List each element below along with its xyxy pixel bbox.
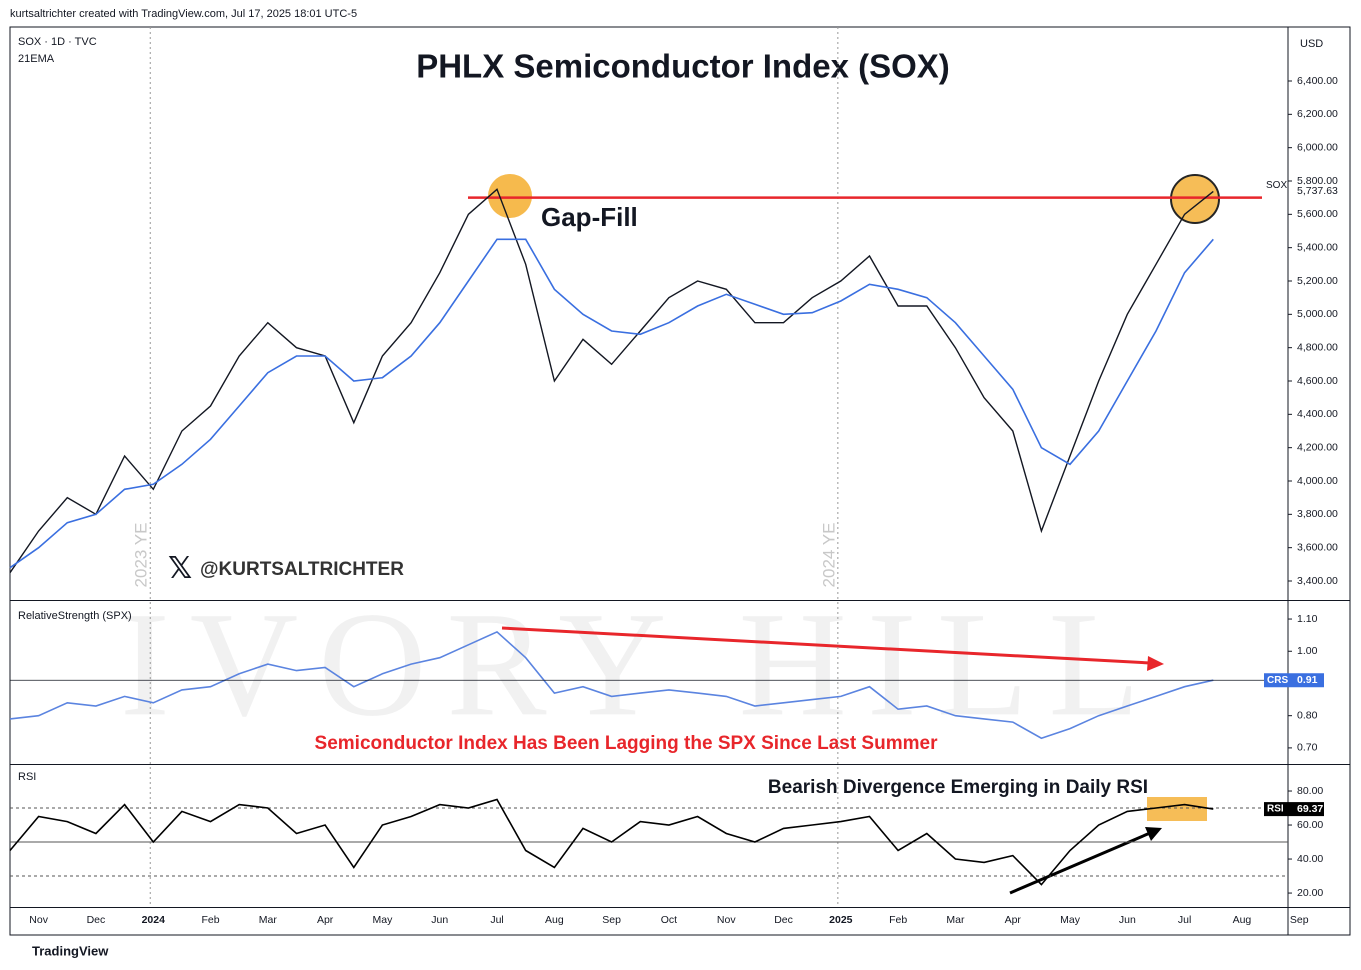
y-tick-label: 5,800.00	[1297, 175, 1338, 187]
tag-box	[1291, 184, 1349, 199]
x-tick-label: Aug	[1233, 914, 1252, 926]
y-tick-label: 3,400.00	[1297, 575, 1338, 587]
frame	[9, 26, 1351, 936]
annotation: Bearish Divergence Emerging in Daily RSI	[768, 777, 1148, 798]
tag-label: 69.37	[1297, 803, 1323, 815]
x-tick-label: May	[373, 914, 394, 926]
watermark: 𝕏 @KURTSALTRICHTER	[168, 552, 404, 585]
x-tick-label: Jun	[1119, 914, 1136, 926]
x-tick-label: Sep	[1290, 914, 1309, 926]
tag-box	[1264, 802, 1324, 817]
tag-label: 5,737.63	[1297, 185, 1338, 197]
y-tick-label: 60.00	[1297, 819, 1323, 831]
arrow	[501, 626, 1164, 671]
x-tick-label: Sep	[602, 914, 621, 926]
tag-box	[1264, 673, 1324, 688]
x-tick-label: Nov	[29, 914, 48, 926]
x-logo: 𝕏	[168, 552, 192, 585]
footer-logo: TradingView	[32, 943, 109, 958]
x-tick-label: Dec	[87, 914, 106, 926]
x-tick-label: Apr	[317, 914, 334, 926]
x-tick-label: Aug	[545, 914, 564, 926]
series-line	[9, 798, 1214, 886]
y-tick-label: 0.80	[1297, 709, 1318, 721]
y-tick-label: 3,600.00	[1297, 541, 1338, 553]
series-line	[9, 188, 1214, 574]
x-tick-label: Oct	[661, 914, 677, 926]
background-mark: IVORY HILL	[120, 581, 1160, 747]
credit: kurtsaltrichter created with TradingView…	[10, 8, 357, 20]
highlight-circle	[488, 174, 532, 218]
y-tick-label: 6,000.00	[1297, 141, 1338, 153]
watermark-handle: @KURTSALTRICHTER	[200, 559, 404, 580]
y-tick-label: 1.10	[1297, 613, 1318, 625]
y-tick-label: 1.00	[1297, 645, 1318, 657]
x-tick-label: Dec	[774, 914, 793, 926]
x-tick-label: 2024	[142, 914, 166, 926]
y-tick-label: 40.00	[1297, 853, 1323, 865]
tag-name: CRS	[1267, 675, 1288, 686]
x-tick-label: Jun	[431, 914, 448, 926]
y-tick-label: 3,800.00	[1297, 508, 1338, 520]
y-tick-label: 4,000.00	[1297, 475, 1338, 487]
y-tick-label: 4,600.00	[1297, 375, 1338, 387]
y-tick-label: 6,400.00	[1297, 75, 1338, 87]
x-tick-label: Jul	[490, 914, 503, 926]
x-tick-label: 2025	[829, 914, 853, 926]
y-tick-label: 0.70	[1297, 742, 1318, 754]
tag-name: RSI	[1267, 804, 1284, 815]
series-line	[9, 630, 1214, 740]
x-tick-label: Nov	[717, 914, 736, 926]
x-tick-label: Apr	[1005, 914, 1022, 926]
chart-title: PHLX Semiconductor Index (SOX)	[416, 48, 950, 85]
year-end-label: 2024 YE	[819, 523, 838, 588]
y-tick-label: 5,400.00	[1297, 241, 1338, 253]
x-tick-label: Mar	[946, 914, 965, 926]
indicator-name: 21EMA	[18, 53, 55, 65]
y-tick-label: 4,400.00	[1297, 408, 1338, 420]
symbol: SOX · 1D · TVC	[18, 36, 97, 48]
highlight-box	[1147, 797, 1207, 821]
annotation: Semiconductor Index Has Been Lagging the…	[315, 733, 939, 754]
highlight-circle	[1170, 174, 1220, 224]
tag-label: 0.91	[1297, 674, 1318, 686]
y-tick-label: 5,000.00	[1297, 308, 1338, 320]
gap-fill-label: Gap-Fill	[541, 202, 638, 232]
x-tick-label: May	[1060, 914, 1081, 926]
pane-title: RelativeStrength (SPX)	[18, 610, 132, 622]
x-tick-label: Jul	[1178, 914, 1191, 926]
tag-name: SOX	[1266, 180, 1287, 191]
x-tick-label: Feb	[889, 914, 907, 926]
y-tick-label: 4,800.00	[1297, 341, 1338, 353]
series-line	[9, 238, 1214, 569]
y-tick-label: 6,200.00	[1297, 108, 1338, 120]
year-end-label: 2023 YE	[132, 523, 151, 588]
pane-title: RSI	[18, 771, 36, 783]
x-tick-label: Mar	[259, 914, 278, 926]
x-tick-label: Feb	[202, 914, 220, 926]
y-tick-label: 80.00	[1297, 785, 1323, 797]
arrow	[1009, 827, 1162, 895]
y-tick-label: 20.00	[1297, 887, 1323, 899]
y-tick-label: 4,200.00	[1297, 441, 1338, 453]
y-tick-label: 5,600.00	[1297, 208, 1338, 220]
currency: USD	[1300, 38, 1323, 50]
y-tick-label: 5,200.00	[1297, 275, 1338, 287]
